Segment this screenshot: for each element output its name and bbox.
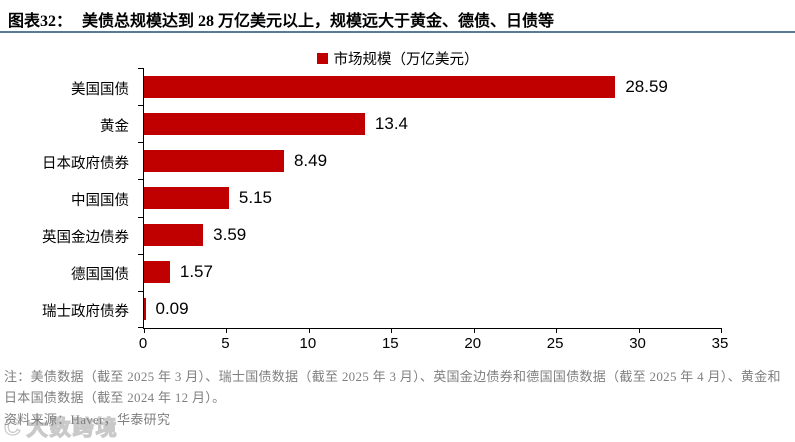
figure-header: 图表32： 美债总规模达到 28 万亿美元以上，规模远大于黄金、德债、日债等 <box>8 7 787 31</box>
x-axis-tick <box>473 328 475 333</box>
bar-row: 1.57 <box>144 254 721 291</box>
x-axis-tick <box>638 328 640 333</box>
x-axis-tick-label: 30 <box>629 335 646 352</box>
category-axis-labels: 美国国债黄金日本政府债券中国国债英国金边债券德国国债瑞士政府债券 <box>0 68 136 328</box>
chart-legend: 市场规模（万亿美元） <box>0 48 795 69</box>
y-axis-tick <box>138 142 144 144</box>
category-label: 日本政府债券 <box>42 155 129 172</box>
value-label: 5.15 <box>238 187 272 207</box>
x-axis-tick <box>391 328 393 333</box>
value-label: 28.59 <box>625 76 668 96</box>
bar-row: 28.59 <box>144 68 721 105</box>
bar-2 <box>144 149 284 172</box>
bar-6 <box>144 298 146 321</box>
y-axis-tick <box>138 290 144 292</box>
x-axis-tick-label: 10 <box>299 335 317 352</box>
legend-swatch-icon <box>316 53 328 64</box>
value-label: 3.59 <box>213 225 247 245</box>
bar-4 <box>144 224 204 247</box>
category-label: 瑞士政府债券 <box>42 304 129 321</box>
category-label: 德国国债 <box>71 267 129 284</box>
watermark-text: 大数跨境 <box>26 416 119 440</box>
bar-1 <box>144 112 365 135</box>
value-label: 1.57 <box>179 262 213 282</box>
category-label: 美国国债 <box>71 81 129 98</box>
category-label: 黄金 <box>100 118 129 135</box>
y-axis-tick <box>138 179 144 181</box>
x-axis-tick-label: 5 <box>221 335 230 352</box>
x-axis-tick-label: 0 <box>138 335 148 352</box>
header-rule <box>0 31 795 33</box>
x-axis-tick-label: 35 <box>711 335 729 352</box>
figure-number: 图表32： <box>8 13 73 30</box>
x-axis-tick-label: 20 <box>464 335 482 352</box>
legend-label: 市场规模（万亿美元） <box>333 52 479 68</box>
bar-row: 5.15 <box>144 179 721 216</box>
figure-title: 美债总规模达到 28 万亿美元以上，规模远大于黄金、德债、日债等 <box>82 13 555 30</box>
bar-row: 3.59 <box>144 217 721 254</box>
watermark: C 大数跨境 <box>3 412 119 442</box>
bar-5 <box>144 261 170 284</box>
y-axis-tick <box>138 68 144 69</box>
value-label: 0.09 <box>155 299 189 319</box>
x-axis-tick-label: 25 <box>546 335 564 352</box>
x-axis-tick <box>308 328 310 333</box>
category-label: 中国国债 <box>71 193 129 209</box>
value-label: 13.4 <box>374 113 408 133</box>
bar-row: 0.09 <box>144 291 721 328</box>
bar-row: 8.49 <box>144 142 721 179</box>
bar-3 <box>144 186 229 209</box>
x-axis-tick <box>144 328 145 333</box>
watermark-logo-icon: C <box>3 413 23 440</box>
value-label: 8.49 <box>293 150 328 170</box>
y-axis-tick <box>138 216 144 218</box>
category-label: 英国金边债券 <box>42 230 129 247</box>
x-axis-tick <box>721 328 722 333</box>
plot-area: 28.59 13.4 8.49 5.15 3.59 1.57 0.09 <box>138 68 722 333</box>
x-axis-tick <box>226 328 228 333</box>
bar-row: 13.4 <box>144 105 721 142</box>
x-axis-tick <box>556 328 558 333</box>
source-line: 资料来源：Haver，华泰研究 <box>4 412 171 427</box>
x-axis-tick-label: 15 <box>381 335 399 352</box>
y-axis-tick <box>138 327 144 328</box>
y-axis-tick <box>138 253 144 255</box>
x-axis-labels: 0 5 10 15 20 25 30 35 <box>139 335 729 355</box>
bar-0 <box>144 75 616 98</box>
y-axis-tick <box>138 105 144 107</box>
footnote: 注：美债数据（截至 2025 年 3 月）、瑞士国债数据（截至 2025 年 3… <box>4 369 781 405</box>
